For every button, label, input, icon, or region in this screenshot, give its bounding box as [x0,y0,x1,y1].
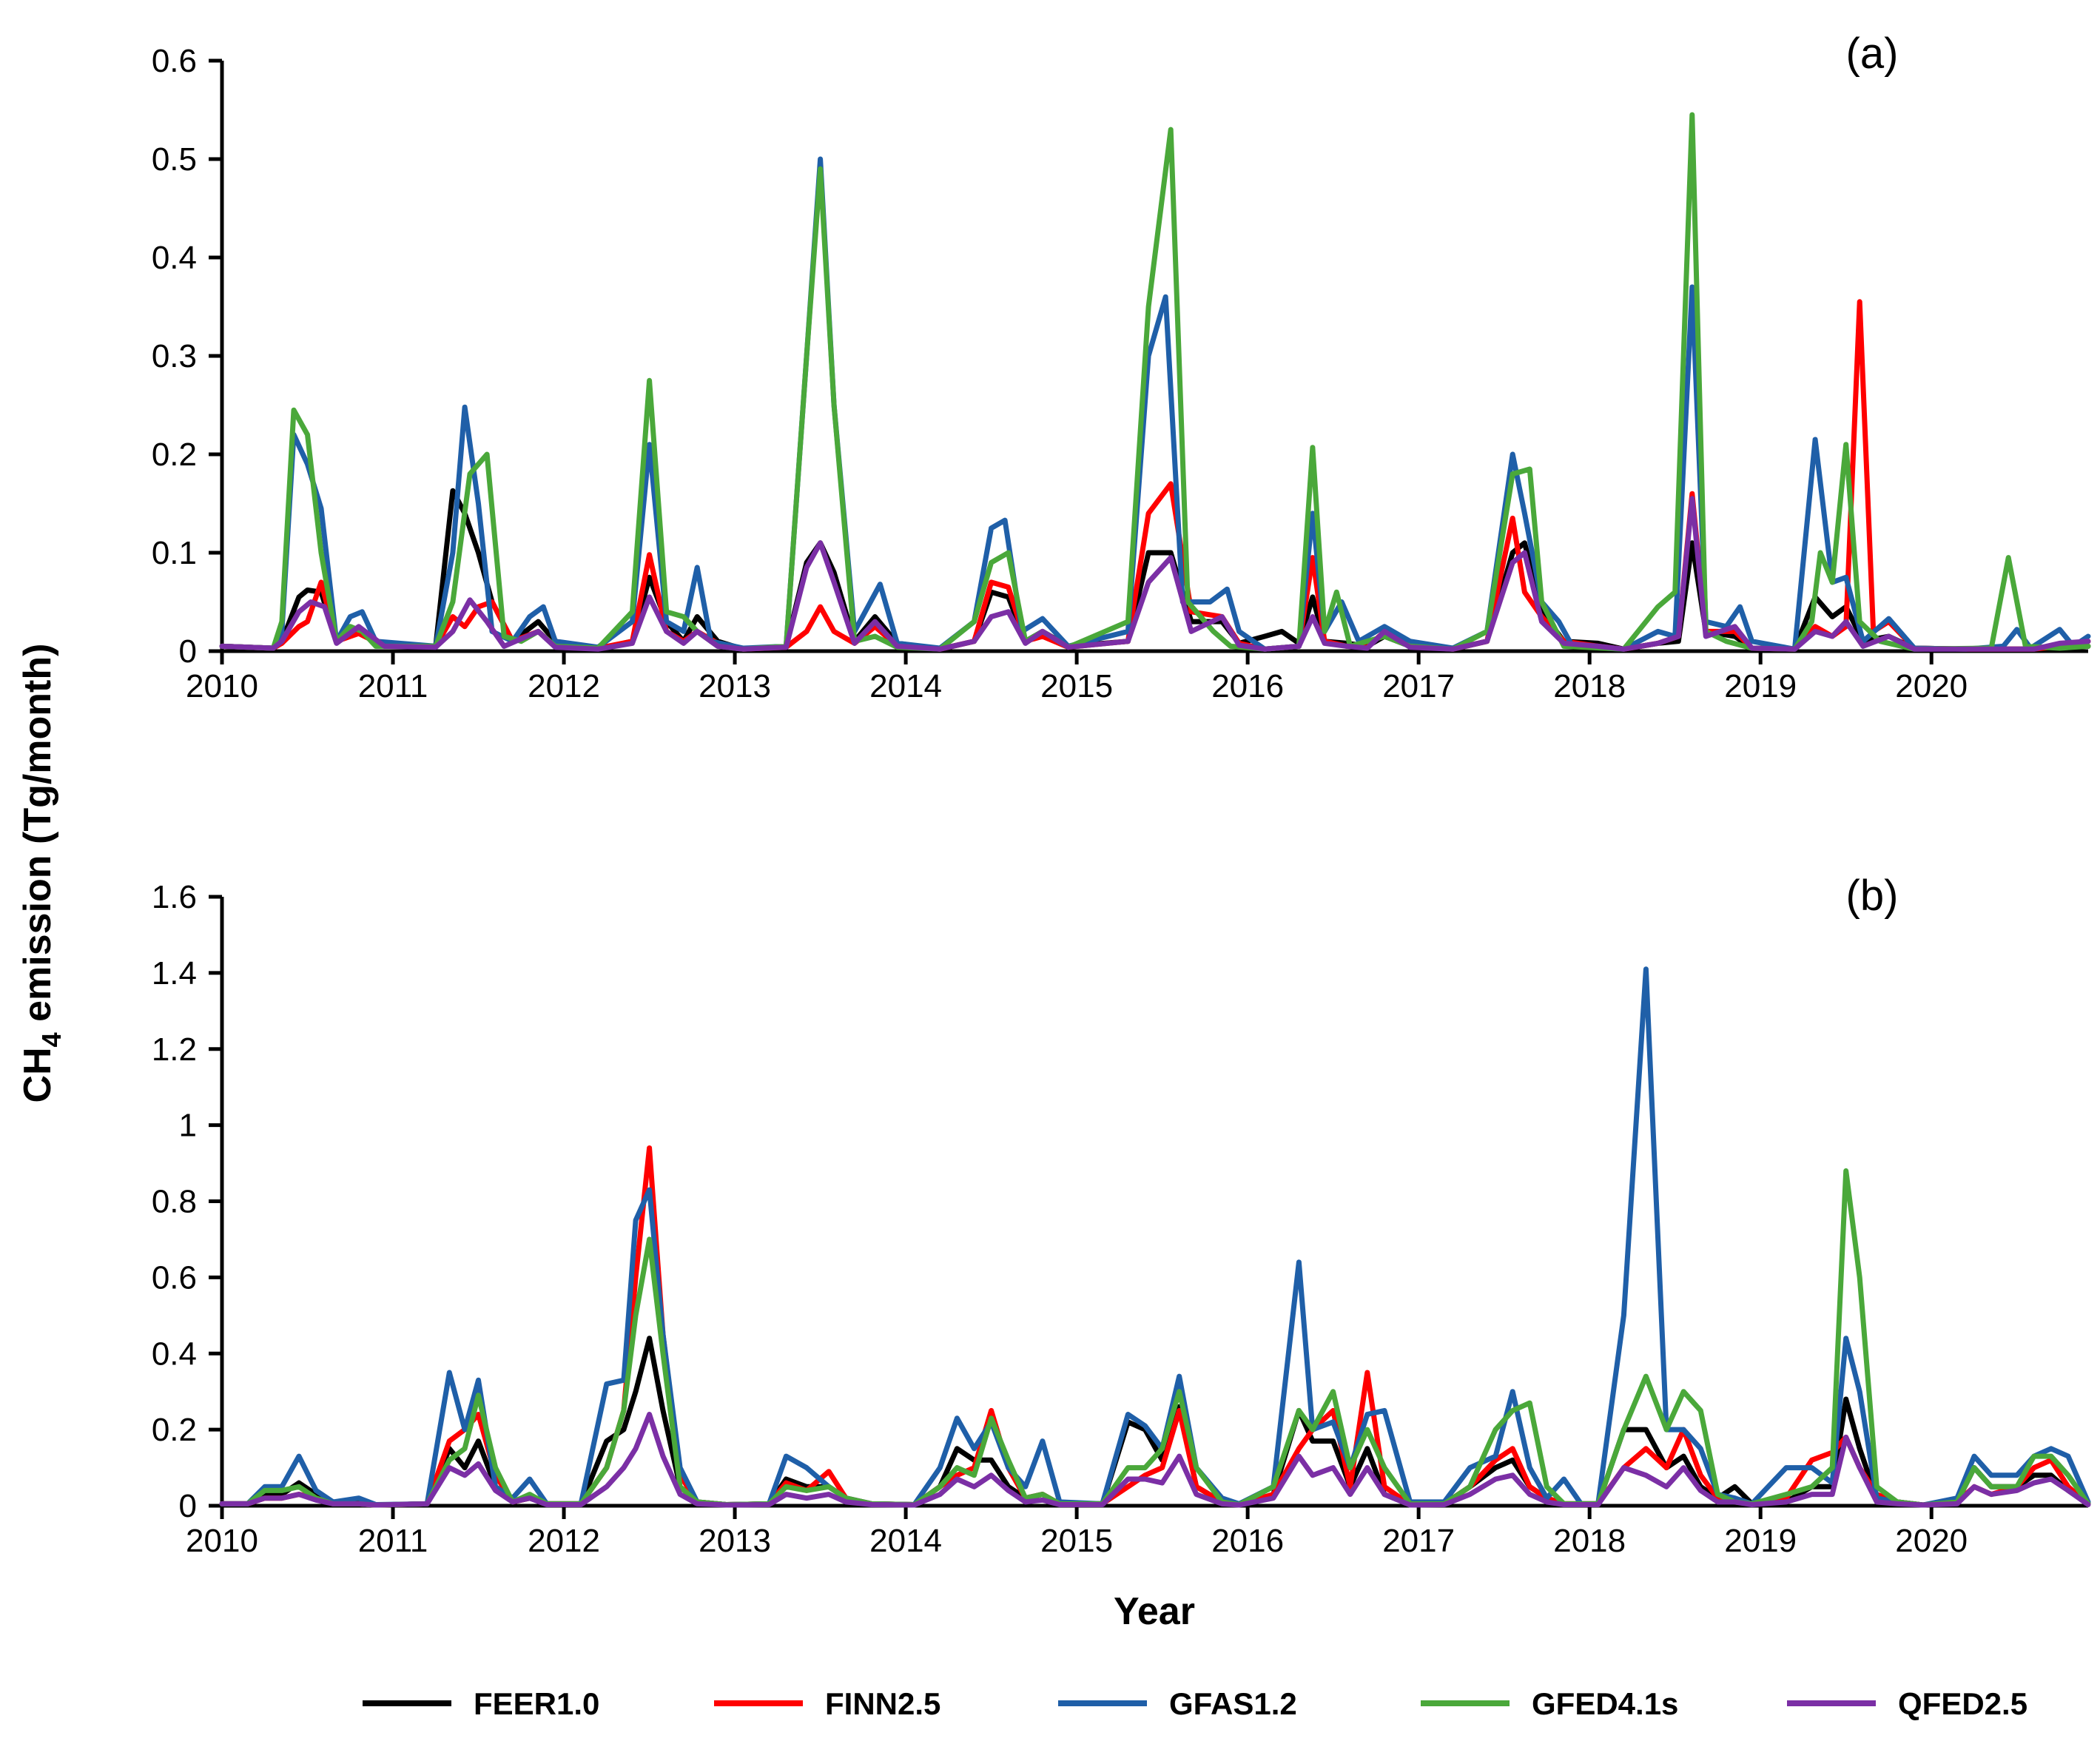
x-tick-label: 2012 [528,1523,600,1559]
y-tick-label: 0.4 [152,1336,197,1372]
y-axis-title: CH4 emission (Tg/month) [16,644,67,1103]
x-tick-label: 2017 [1382,668,1455,704]
legend: FEER1.0 FINN2.5 GFAS1.2 GFED4.1s QFED2.5 [363,1686,2027,1721]
x-tick-label: 2010 [186,668,258,704]
legend-item-qfed2-5: QFED2.5 [1787,1686,2027,1721]
x-tick-label: 2016 [1211,668,1284,704]
x-tick-label: 2019 [1724,1523,1797,1559]
x-tick-label: 2013 [699,1523,771,1559]
y-tick-label: 0.8 [152,1184,197,1220]
y-tick-label: 0.2 [152,437,197,473]
legend-label: FEER1.0 [474,1686,599,1721]
y-axis-title-rest: emission (Tg/month) [16,644,59,1033]
legend-label: FINN2.5 [825,1686,940,1721]
y-tick-label: 0.2 [152,1412,197,1448]
x-axis-title: Year [1114,1590,1195,1633]
y-tick-label: 0.6 [152,1259,197,1296]
y-tick-label: 1.4 [152,955,197,991]
x-tick-label: 2016 [1211,1523,1284,1559]
y-tick-label: 1 [179,1108,197,1144]
legend-label: GFED4.1s [1532,1686,1678,1721]
panel-b: 0 0.2 0.4 0.6 0.8 1 1.2 1.4 1.6 2010 2011 2012 2013 2… [152,872,2091,1559]
x-tick-label: 2020 [1895,1523,1968,1559]
series-line-gfed4-1s [219,112,2091,652]
y-tick-label: 0.5 [152,141,197,178]
x-tick-label: 2014 [869,668,942,704]
x-tick-label: 2012 [528,668,600,704]
y-tick-label: 1.2 [152,1031,197,1068]
panel-a: 0 0.1 0.2 0.3 0.4 0.5 0.6 2010 2011 2012 2013 2014 2… [152,30,2091,704]
x-tick-label: 2018 [1553,668,1626,704]
y-tick-label: 0 [179,1488,197,1524]
x-tick-label: 2010 [186,1523,258,1559]
y-tick-label: 0 [179,633,197,670]
x-tick-label: 2020 [1895,668,1968,704]
y-axis-title-main: CH [16,1047,59,1102]
x-tick-label: 2013 [699,668,771,704]
x-tick-label: 2015 [1040,668,1113,704]
legend-item-gfed4-1s: GFED4.1s [1421,1686,1678,1721]
x-tick-label: 2018 [1553,1523,1626,1559]
series-line-gfas1-2 [219,966,2091,1508]
x-tick-label: 2014 [869,1523,942,1559]
x-tick-label: 2017 [1382,1523,1455,1559]
series-line-qfed2-5 [219,496,2091,652]
legend-item-feer1-0: FEER1.0 [363,1686,599,1721]
series-line-gfed4-1s [219,1168,2091,1508]
legend-item-finn2-5: FINN2.5 [714,1686,940,1721]
y-axis-title-subscript: 4 [36,1032,67,1047]
x-tick-label: 2011 [358,668,428,704]
legend-label: QFED2.5 [1898,1686,2027,1721]
y-tick-label: 0.6 [152,43,197,79]
panel-label: (b) [1846,872,1899,920]
y-tick-label: 0.3 [152,338,197,374]
y-tick-label: 1.6 [152,879,197,915]
y-tick-label: 0.4 [152,240,197,276]
y-tick-label: 0.1 [152,535,197,571]
legend-label: GFAS1.2 [1169,1686,1297,1721]
x-tick-label: 2019 [1724,668,1797,704]
panel-label: (a) [1846,30,1899,78]
series-line-qfed2-5 [219,1412,2091,1508]
legend-item-gfas1-2: GFAS1.2 [1058,1686,1297,1721]
x-tick-label: 2015 [1040,1523,1113,1559]
x-tick-label: 2011 [358,1523,428,1559]
